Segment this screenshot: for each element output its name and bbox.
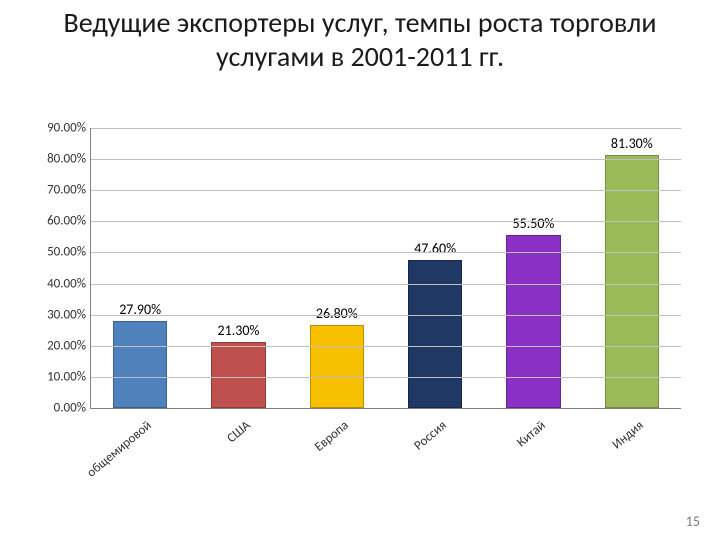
y-tick-label: 0.00% [54,401,86,416]
slide: Ведущие экспортеры услуг, темпы роста то… [0,0,720,540]
bar [605,155,659,408]
data-label: 55.50% [484,215,582,232]
grid-line [91,346,681,347]
grid-line [91,315,681,316]
x-tick-label: Россия [348,418,450,507]
x-tick-label: Индия [545,418,647,507]
data-label: 26.80% [288,305,386,322]
y-tick-label: 70.00% [47,183,86,198]
grid-line [91,128,681,129]
x-tick-label: США [152,418,254,507]
page-number: 15 [686,513,700,530]
x-tick-label: Китай [447,418,549,507]
y-tick-label: 80.00% [47,152,86,167]
bar-chart: 0.00% 10.00% 20.00% 30.00% 40.00% 50.00% 60.00… [30,128,690,498]
data-label: 21.30% [189,322,287,339]
plot-area: 27.90%21.30%26.80%47.60%55.50%81.30% [90,128,681,409]
y-tick-label: 50.00% [47,245,86,260]
data-label: 47.60% [386,240,484,257]
grid-line [91,221,681,222]
grid-line [91,159,681,160]
bar [310,325,364,408]
y-tick-label: 90.00% [47,121,86,136]
y-tick-label: 10.00% [47,369,86,384]
bars-container: 27.90%21.30%26.80%47.60%55.50%81.30% [91,128,681,408]
grid-line [91,284,681,285]
page-title: Ведущие экспортеры услуг, темпы роста то… [0,0,720,73]
y-tick-label: 40.00% [47,276,86,291]
x-tick-label: Европа [250,418,352,507]
grid-line [91,377,681,378]
bar [211,342,265,408]
y-axis-labels: 0.00%10.00%20.00%30.00%40.00%50.00%60.00… [30,128,86,408]
y-tick-label: 30.00% [47,307,86,322]
bar [506,235,560,408]
bar [113,321,167,408]
x-axis-labels: общемировойСШАЕвропаРоссияКитайИндия [90,412,680,502]
y-tick-label: 20.00% [47,338,86,353]
grid-line [91,252,681,253]
grid-line [91,190,681,191]
data-label: 81.30% [583,135,681,152]
bar [408,260,462,408]
y-tick-label: 60.00% [47,214,86,229]
x-tick-label: общемировой [53,418,155,507]
